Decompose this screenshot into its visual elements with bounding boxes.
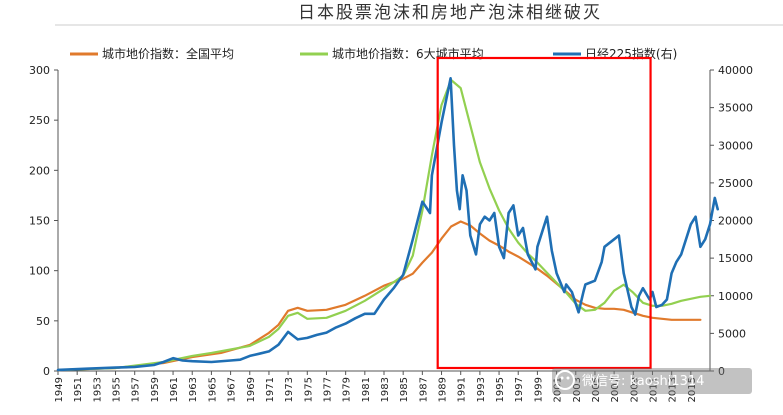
chart-title: 日本股票泡沫和房地产泡沫相继破灭 — [298, 3, 602, 23]
y-left-tick-label: 300 — [29, 64, 50, 77]
x-tick-label: 1953 — [92, 377, 103, 402]
x-tick-label: 1965 — [207, 377, 218, 402]
annotation-layer — [436, 56, 652, 370]
x-tick-label: 2005 — [591, 377, 602, 402]
x-tick-label: 2003 — [572, 377, 583, 402]
y-left-tick-label: 250 — [29, 114, 50, 127]
wechat-icon-dot — [560, 376, 564, 380]
x-tick-label: 1983 — [380, 377, 391, 402]
x-tick-label: 1967 — [227, 377, 238, 402]
x-tick-label: 1991 — [457, 377, 468, 402]
series-line-0 — [56, 220, 702, 372]
y-right-tick-label: 10000 — [718, 290, 753, 303]
x-tick-label: 1957 — [131, 377, 142, 402]
y-right-tick-label: 0 — [718, 365, 725, 378]
watermark: 微信号: kaoshi1314 — [552, 368, 752, 394]
y-right-tick-label: 35000 — [718, 102, 753, 115]
wechat-icon — [555, 370, 575, 390]
x-tick-label: 1973 — [284, 377, 295, 402]
x-tick-label: 1949 — [54, 377, 65, 402]
x-tick-label: 1969 — [246, 377, 257, 402]
x-tick-label: 2013 — [668, 377, 679, 402]
y-right-tick-label: 30000 — [718, 139, 753, 152]
highlight-rectangle — [436, 56, 652, 370]
x-tick-label: 2007 — [610, 377, 621, 402]
x-tick-label: 2009 — [629, 377, 640, 402]
x-tick-label: 1971 — [265, 377, 276, 402]
x-tick-label: 1985 — [399, 377, 410, 402]
axes: 0 50 100 150 200 250 300 0 5000 10000 15000 20000 25… — [29, 64, 753, 402]
x-tick-label: 2001 — [553, 377, 564, 402]
y-right-tick-label: 15000 — [718, 252, 753, 265]
x-tick-label: 1995 — [495, 377, 506, 402]
watermark-background — [552, 368, 752, 394]
x-tick-label: 1989 — [438, 377, 449, 402]
x-tick-label: 1981 — [361, 377, 372, 402]
x-tick-label: 2015 — [687, 377, 698, 402]
x-tick-label: 1975 — [303, 377, 314, 402]
y-right-tick-label: 25000 — [718, 177, 753, 190]
y-right-tick-label: 40000 — [718, 64, 753, 77]
y-left-tick-label: 50 — [36, 315, 50, 328]
series-line-1 — [56, 78, 712, 372]
x-tick-label: 2011 — [648, 377, 659, 402]
x-tick-label: 1955 — [112, 377, 123, 402]
x-tick-label: 1963 — [188, 377, 199, 402]
x-tick-label: 1999 — [533, 377, 544, 402]
y-right-tick-label: 20000 — [718, 215, 753, 228]
y-left-tick-label: 150 — [29, 215, 50, 228]
y-left-tick-label: 200 — [29, 164, 50, 177]
plot-area — [56, 77, 719, 372]
x-tick-label: 1987 — [418, 377, 429, 402]
x-tick-label: 1959 — [150, 377, 161, 402]
y-right-tick-label: 5000 — [718, 327, 746, 340]
y-left-tick-label: 100 — [29, 265, 50, 278]
wechat-icon-dot — [566, 376, 570, 380]
x-tick-label: 1977 — [322, 377, 333, 402]
x-tick-label: 1961 — [169, 377, 180, 402]
x-tick-label: 1997 — [514, 377, 525, 402]
watermark-text: 微信号: kaoshi1314 — [582, 374, 704, 389]
y-left-tick-label: 0 — [43, 365, 50, 378]
series-line-2 — [56, 77, 719, 372]
x-tick-label: 1979 — [342, 377, 353, 402]
x-tick-label: 1951 — [73, 377, 84, 402]
x-tick-label: 1993 — [476, 377, 487, 402]
legend-label-0: 城市地价指数：全国平均 — [102, 46, 234, 61]
